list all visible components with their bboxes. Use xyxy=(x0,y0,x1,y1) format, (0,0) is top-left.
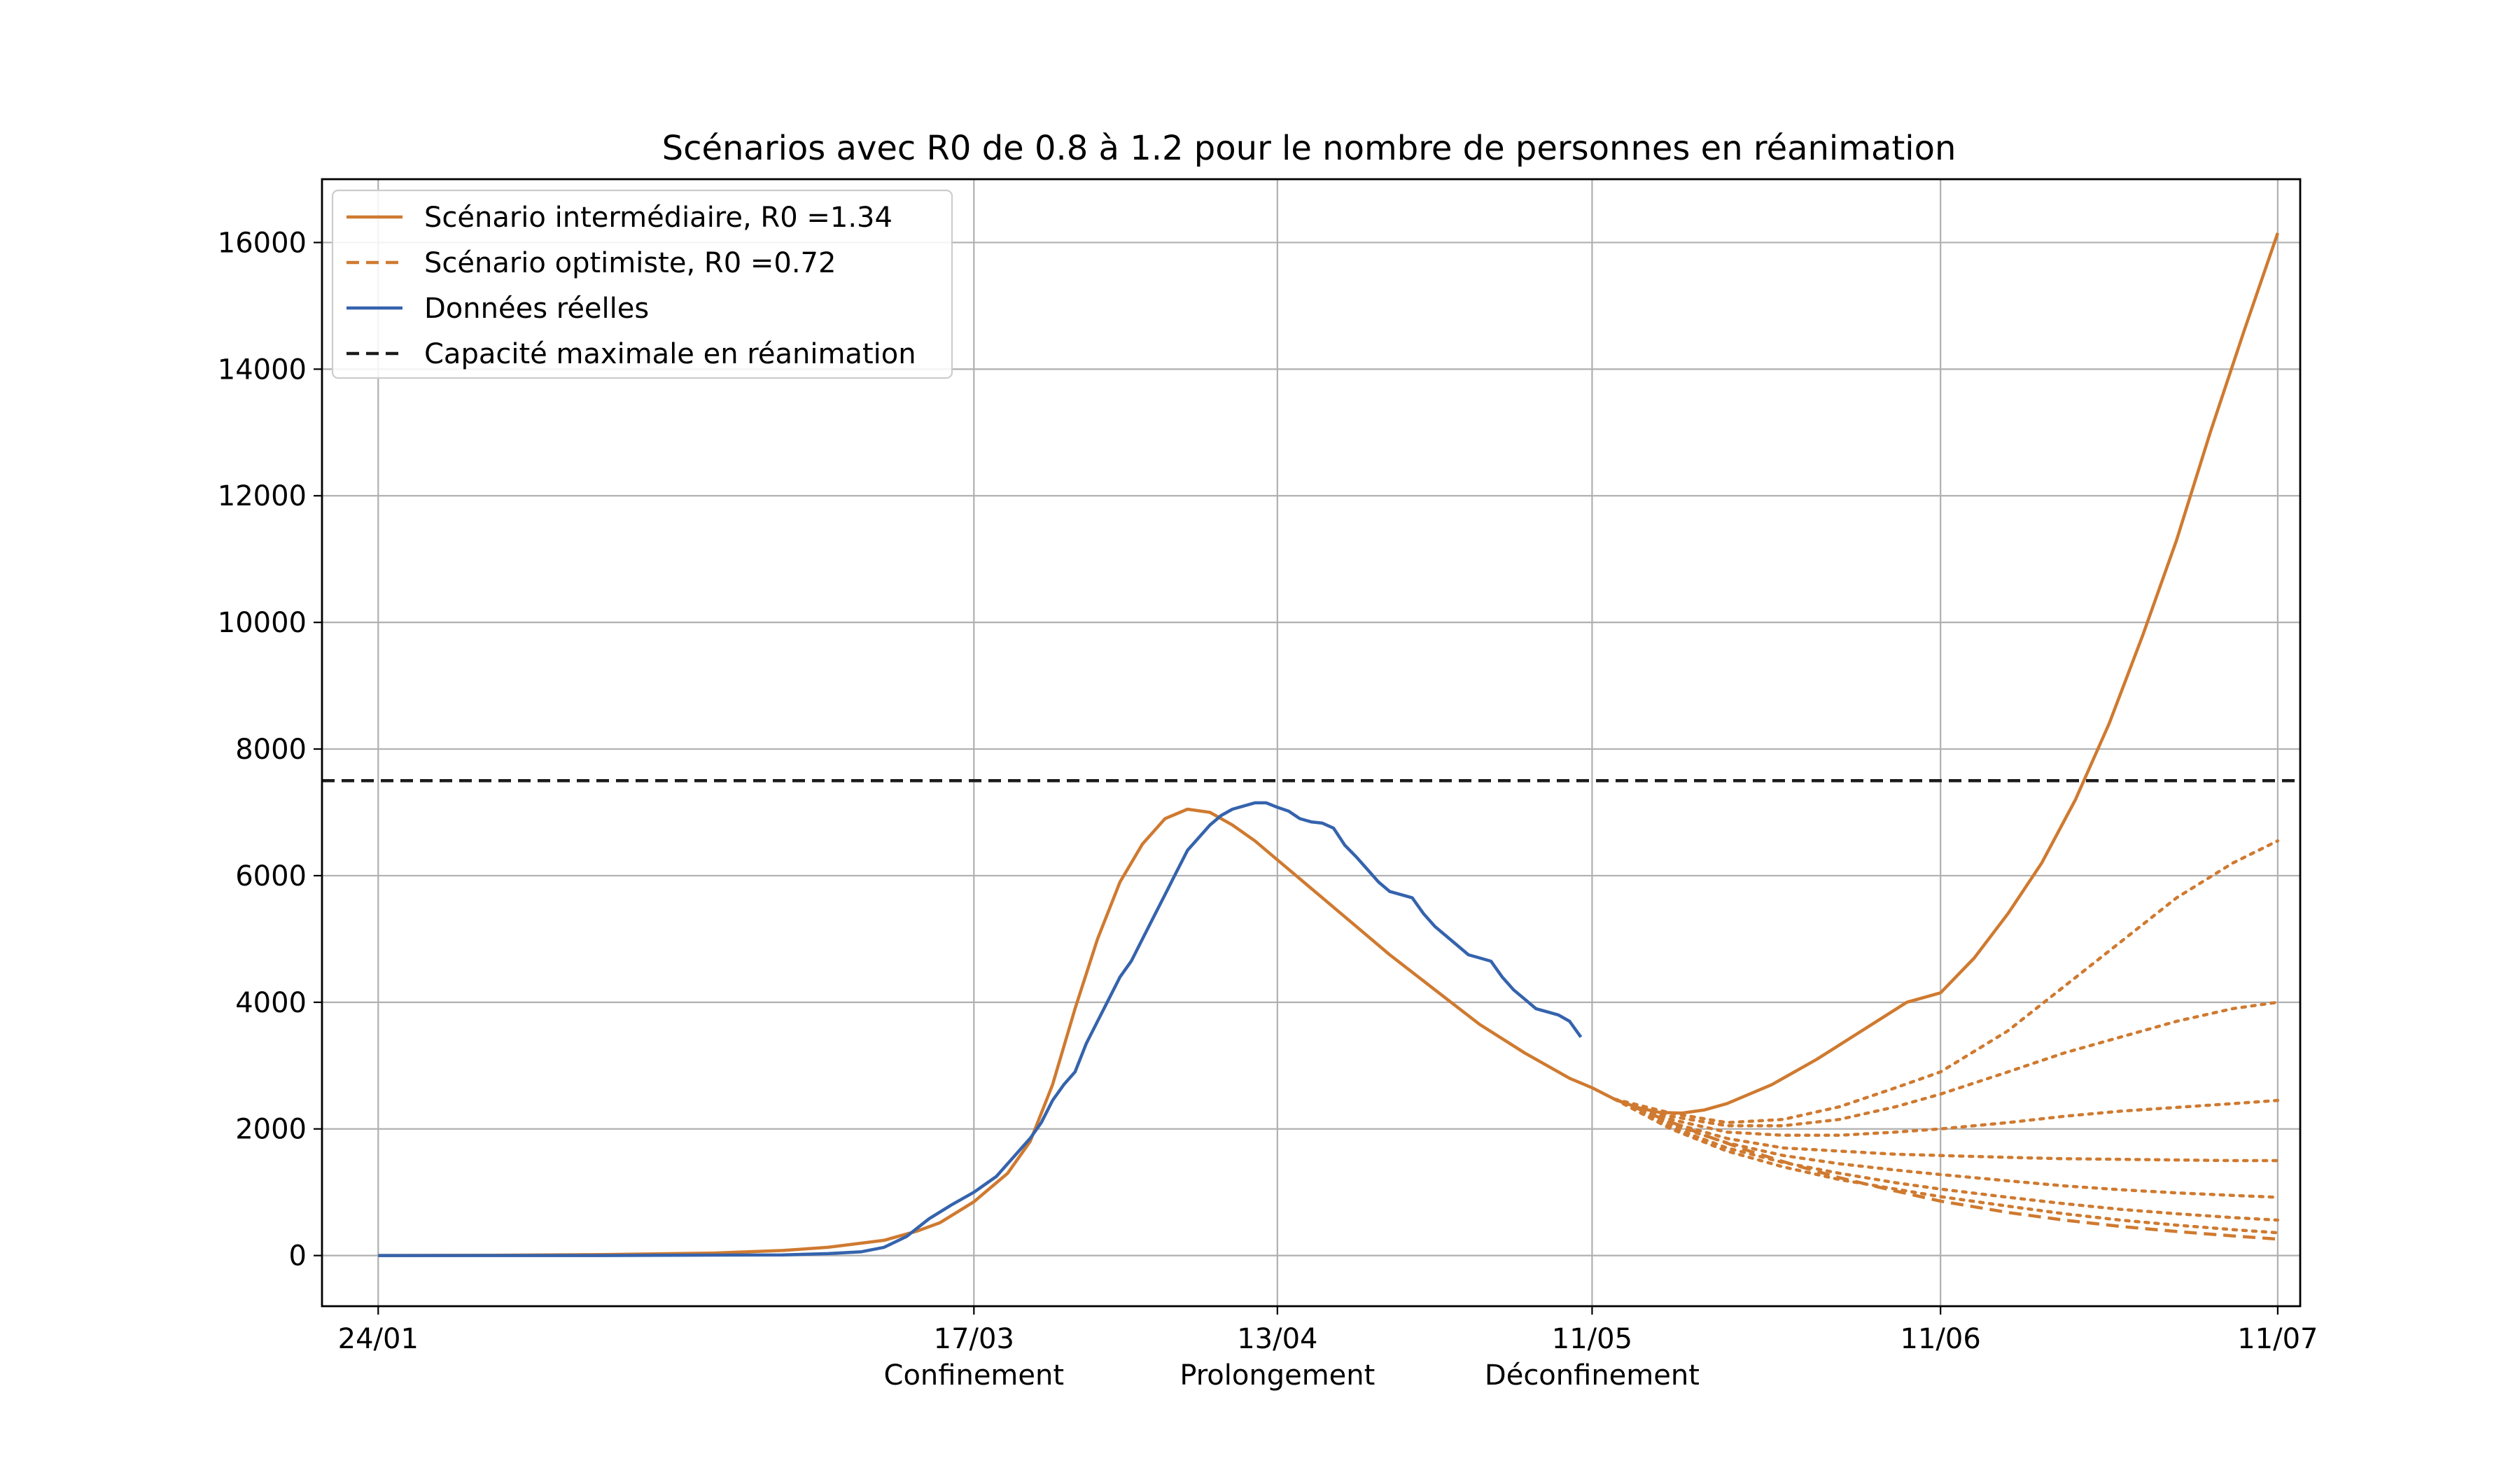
x-tick-label: 11/05 xyxy=(1552,1323,1632,1355)
x-tick-label: 17/03 xyxy=(934,1323,1014,1355)
x-tick-label: 24/01 xyxy=(338,1323,419,1355)
series-line-scenario-2 xyxy=(1613,839,2280,1124)
x-tick-label: 11/07 xyxy=(2237,1323,2318,1355)
series-line-scenario-3 xyxy=(1613,1000,2280,1128)
legend: Scénario intermédiaire, R0 =1.34 Scénario… xyxy=(331,189,953,379)
x-tick-label: 13/04 xyxy=(1237,1323,1317,1355)
legend-label: Capacité maximale en réanimation xyxy=(424,338,916,370)
y-tick-label: 14000 xyxy=(218,354,307,386)
series-line-donn-es-r-elles xyxy=(378,801,1583,1257)
series xyxy=(322,232,2300,1257)
y-tick-label: 0 xyxy=(289,1240,307,1273)
chart-title: Scénarios avec R0 de 0.8 à 1.2 pour le n… xyxy=(662,129,1956,168)
x-tick-sublabel: Confinement xyxy=(884,1359,1065,1392)
x-tick-sublabel: Déconfinement xyxy=(1485,1359,1700,1392)
series-line-scenario-7 xyxy=(1613,1097,2280,1222)
y-tick-label: 6000 xyxy=(235,860,307,892)
y-axis-ticks: 0 2000 4000 6000 8000 10000 12000 14000 16000 xyxy=(218,227,322,1273)
series-line-sc-nario-optimiste-r0-0-72 xyxy=(1614,1098,2278,1241)
y-tick-label: 4000 xyxy=(235,987,307,1019)
x-tick-sublabel: Prolongement xyxy=(1180,1359,1375,1392)
legend-label: Données réelles xyxy=(424,293,649,325)
plot-frame xyxy=(321,178,2302,1308)
y-tick-label: 10000 xyxy=(218,607,307,639)
y-tick-label: 2000 xyxy=(235,1114,307,1146)
legend-box xyxy=(331,189,953,379)
series-line-scenario-6 xyxy=(1613,1097,2280,1199)
legend-label: Scénario optimiste, R0 =0.72 xyxy=(424,247,836,279)
series-line-scenario-8 xyxy=(1613,1097,2280,1235)
x-tick-label: 11/06 xyxy=(1900,1323,1981,1355)
series-line-scenario-4 xyxy=(1613,1097,2280,1138)
series-line-scenario-5 xyxy=(1613,1097,2280,1163)
series-line-sc-nario-interm-diaire-r0-1-34 xyxy=(378,232,2280,1257)
y-tick-label: 16000 xyxy=(218,227,307,259)
y-tick-label: 12000 xyxy=(218,480,307,512)
legend-label: Scénario intermédiaire, R0 =1.34 xyxy=(424,202,892,234)
y-tick-label: 8000 xyxy=(235,734,307,766)
x-axis-ticks: 24/01 17/03 Confinement 13/04 Prolongement 11… xyxy=(338,1306,2318,1392)
